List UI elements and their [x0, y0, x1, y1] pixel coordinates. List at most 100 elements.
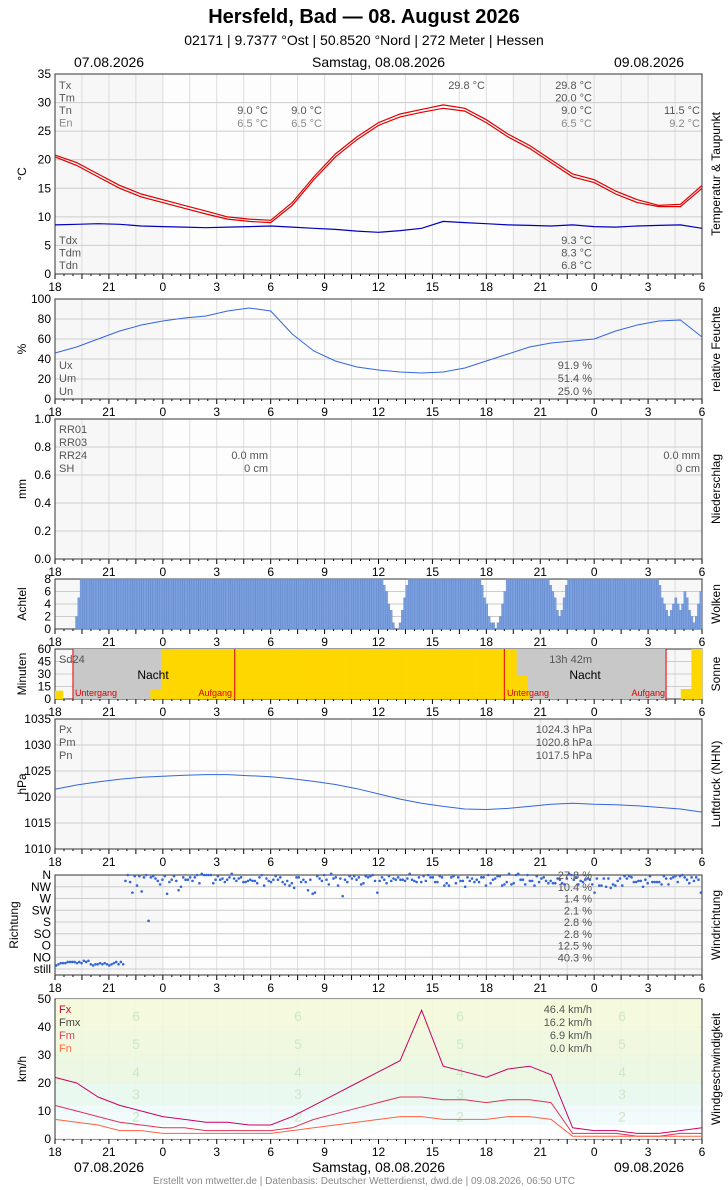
- winddir-point: [292, 886, 296, 890]
- beaufort-band: [56, 1057, 701, 1083]
- sun-bar: [688, 689, 692, 699]
- sun-bar: [484, 649, 488, 699]
- sun-bar: [344, 649, 347, 699]
- cloud-bar: [134, 578, 138, 630]
- temp-ytick-label: 30: [38, 96, 52, 110]
- cloud-bar: [667, 616, 671, 630]
- cloud-bar: [216, 578, 220, 630]
- cloud-bar: [412, 578, 416, 630]
- winddir-xtick-label: 18: [48, 981, 62, 995]
- sun-bar: [301, 649, 305, 699]
- cloud-bar: [613, 578, 616, 630]
- sun-bar: [434, 649, 438, 699]
- beaufort-label-3: 3: [294, 1086, 302, 1102]
- winddir-point: [505, 880, 509, 884]
- cloud-bar: [207, 578, 211, 630]
- winddir-point: [64, 961, 67, 965]
- winddir-point: [87, 959, 90, 963]
- sun-bar: [399, 649, 403, 699]
- pressure-xtick-label: 0: [159, 855, 166, 869]
- sun-xtick-label: 3: [645, 705, 652, 719]
- winddir-xtick-label: 12: [372, 981, 386, 995]
- winddir-point: [690, 876, 693, 879]
- cloud-bar: [474, 578, 477, 630]
- winddir-point: [373, 879, 377, 883]
- winddir-point: [577, 883, 580, 886]
- sun-bar: [431, 649, 435, 699]
- cloud-bar: [519, 578, 523, 630]
- wind-xtick-label: 21: [534, 1145, 548, 1159]
- winddir-point: [651, 880, 654, 884]
- night-label-2: Nacht: [569, 668, 601, 682]
- cloud-bar: [234, 578, 238, 630]
- cloud-bar: [371, 578, 375, 630]
- cloud-bar: [638, 578, 641, 630]
- winddir-point: [165, 892, 169, 896]
- sunrise-label-2: Aufgang: [631, 688, 665, 698]
- sun-xtick-label: 9: [321, 705, 328, 719]
- beaufort-label-6: 6: [618, 1008, 626, 1024]
- cloud-bar: [669, 610, 673, 630]
- rh-value-un: 25.0 %: [558, 386, 592, 398]
- cloud-bar: [89, 578, 92, 630]
- cloud-xtick-label: 3: [645, 635, 652, 649]
- winddir-point: [253, 879, 257, 883]
- sun-bar: [306, 649, 310, 699]
- winddir-point: [627, 874, 631, 878]
- temp-xtick-label: 21: [102, 280, 116, 294]
- cloud-bar: [487, 616, 491, 630]
- winddir-share-no: 40.3 %: [558, 952, 592, 964]
- sun-bar: [492, 649, 496, 699]
- wind-xtick-label: 6: [267, 1145, 274, 1159]
- pressure-xtick-label: 3: [213, 855, 220, 869]
- precip-side-label: Niederschlag: [709, 454, 723, 524]
- cloud-bar: [615, 578, 618, 630]
- winddir-point: [350, 877, 354, 880]
- beaufort-band: [56, 1029, 701, 1058]
- cloud-bar: [95, 578, 99, 630]
- cloud-bar: [239, 578, 242, 630]
- winddir-share-n: 27.8 %: [558, 870, 592, 882]
- winddir-point: [334, 876, 338, 879]
- wind-ytick-label: 0: [44, 1132, 51, 1146]
- cloud-bar: [319, 578, 322, 630]
- winddir-point: [193, 876, 197, 879]
- sun-bar: [381, 649, 385, 699]
- rh-ytick-label: 0: [44, 392, 51, 406]
- cloud-bar: [571, 578, 575, 630]
- temp-legend-tn: Tn: [59, 105, 72, 117]
- sun-bar: [436, 649, 440, 699]
- winddir-point: [558, 878, 562, 881]
- temp-xtick-label: 6: [699, 280, 706, 294]
- cloud-bar: [574, 578, 577, 630]
- winddir-point: [660, 883, 663, 886]
- winddir-share-o: 12.5 %: [558, 941, 592, 953]
- cloud-bar: [273, 578, 277, 630]
- cloud-bar: [366, 578, 370, 630]
- precip-ytick-label: 0.8: [34, 440, 51, 454]
- cloud-bar: [592, 578, 596, 630]
- winddir-point: [103, 961, 106, 965]
- sun-bar: [211, 649, 215, 699]
- winddir-point: [258, 876, 261, 879]
- sun-bar: [487, 649, 491, 699]
- cloud-bar: [428, 578, 432, 630]
- cloud-bar: [330, 578, 334, 630]
- cloud-xtick-label: 21: [102, 635, 116, 649]
- winddir-point: [135, 884, 139, 887]
- cloud-bar: [282, 578, 286, 630]
- wind-xtick-label: 9: [321, 1145, 328, 1159]
- beaufort-label-2: 2: [618, 1109, 626, 1125]
- wind-xtick-label: 15: [426, 1145, 440, 1159]
- sun-xtick-label: 6: [267, 705, 274, 719]
- cloud-bar: [298, 578, 302, 630]
- pressure-value-px: 1024.3 hPa: [536, 724, 593, 736]
- winddir-point: [639, 879, 643, 883]
- beaufort-label-2: 2: [456, 1109, 464, 1125]
- cloud-bar: [558, 616, 561, 630]
- cloud-bar: [264, 578, 268, 630]
- sun-ytick-label: 60: [38, 642, 52, 656]
- sun-ylabel: Minuten: [15, 653, 29, 696]
- cloud-bar: [104, 578, 108, 630]
- wind-xtick-label: 0: [591, 1145, 598, 1159]
